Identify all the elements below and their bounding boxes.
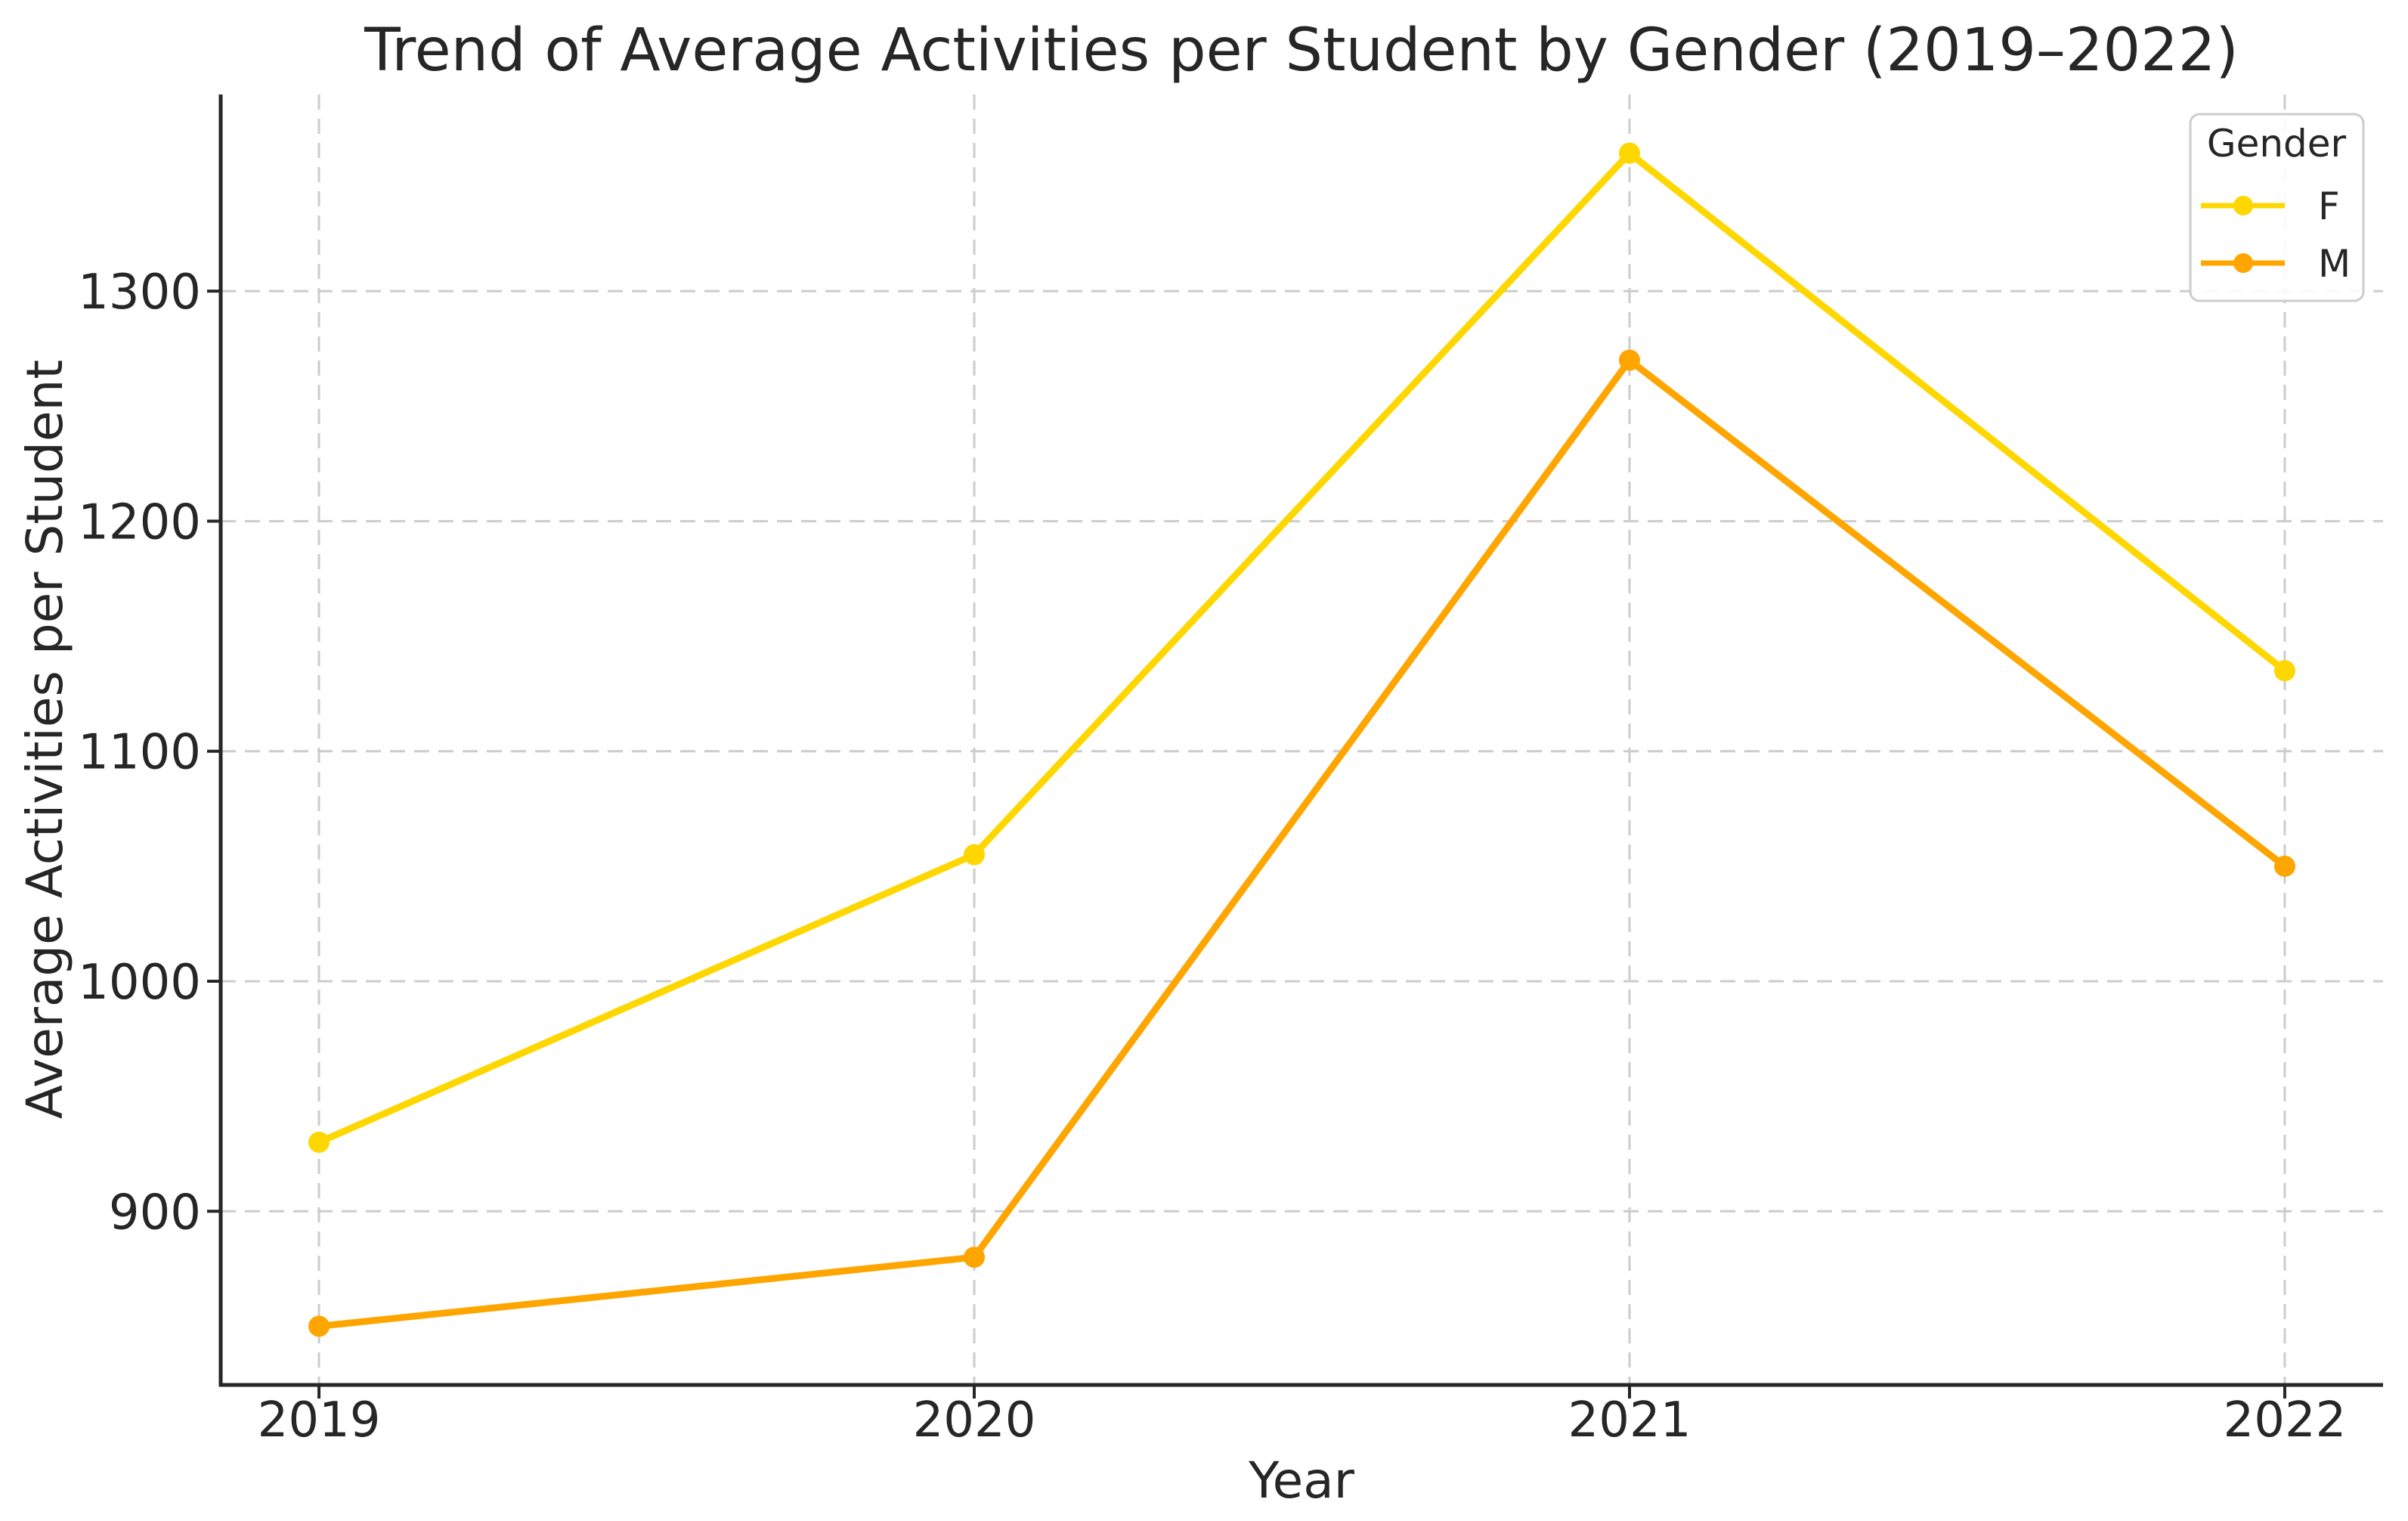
series-line-m (315, 356, 2289, 1330)
grid-layer (221, 94, 2383, 1385)
axis-spines-path (218, 94, 2383, 1387)
x-tick-label: 2021 (1568, 1392, 1691, 1448)
y-tick-label: 1200 (78, 494, 201, 550)
legend-swatch-marker (2233, 196, 2253, 215)
legend: Gender FM (2189, 113, 2365, 302)
data-point-m-2019 (308, 1315, 330, 1337)
legend-item-label: F (2318, 184, 2340, 228)
data-point-f-2019 (308, 1131, 330, 1153)
x-tick-label: 2020 (913, 1392, 1036, 1448)
tick-layer: 900 1000 1100 1200 1300 2019 2020 2021 2022 (78, 265, 2346, 1448)
data-point-f-2020 (964, 844, 986, 866)
axes-spines (218, 94, 2383, 1387)
legend-title: Gender (2207, 122, 2347, 166)
legend-item-label: M (2318, 242, 2351, 286)
y-tick-label: 1000 (78, 955, 201, 1011)
data-point-f-2021 (1618, 142, 1640, 164)
legend-items: FM (2201, 184, 2351, 286)
y-tick-label: 900 (109, 1185, 201, 1241)
data-point-f-2022 (2273, 660, 2295, 682)
data-point-m-2022 (2273, 855, 2295, 877)
legend-swatch-marker (2233, 253, 2253, 273)
x-axis-label: Year (1248, 1451, 1355, 1510)
y-tick-label: 1100 (78, 725, 201, 781)
x-tick-label: 2019 (258, 1392, 381, 1448)
data-point-m-2021 (1618, 349, 1640, 371)
series-line-f (315, 150, 2289, 1146)
y-axis-label: Average Activities per Student (16, 360, 74, 1120)
legend-item-f: F (2201, 184, 2340, 228)
x-tick-label: 2022 (2224, 1392, 2347, 1448)
data-point-m-2020 (964, 1247, 986, 1269)
y-tick-label: 1300 (78, 265, 201, 321)
series-layer (308, 142, 2295, 1337)
chart-title: Trend of Average Activities per Student … (364, 17, 2239, 85)
legend-item-m: M (2201, 242, 2351, 286)
